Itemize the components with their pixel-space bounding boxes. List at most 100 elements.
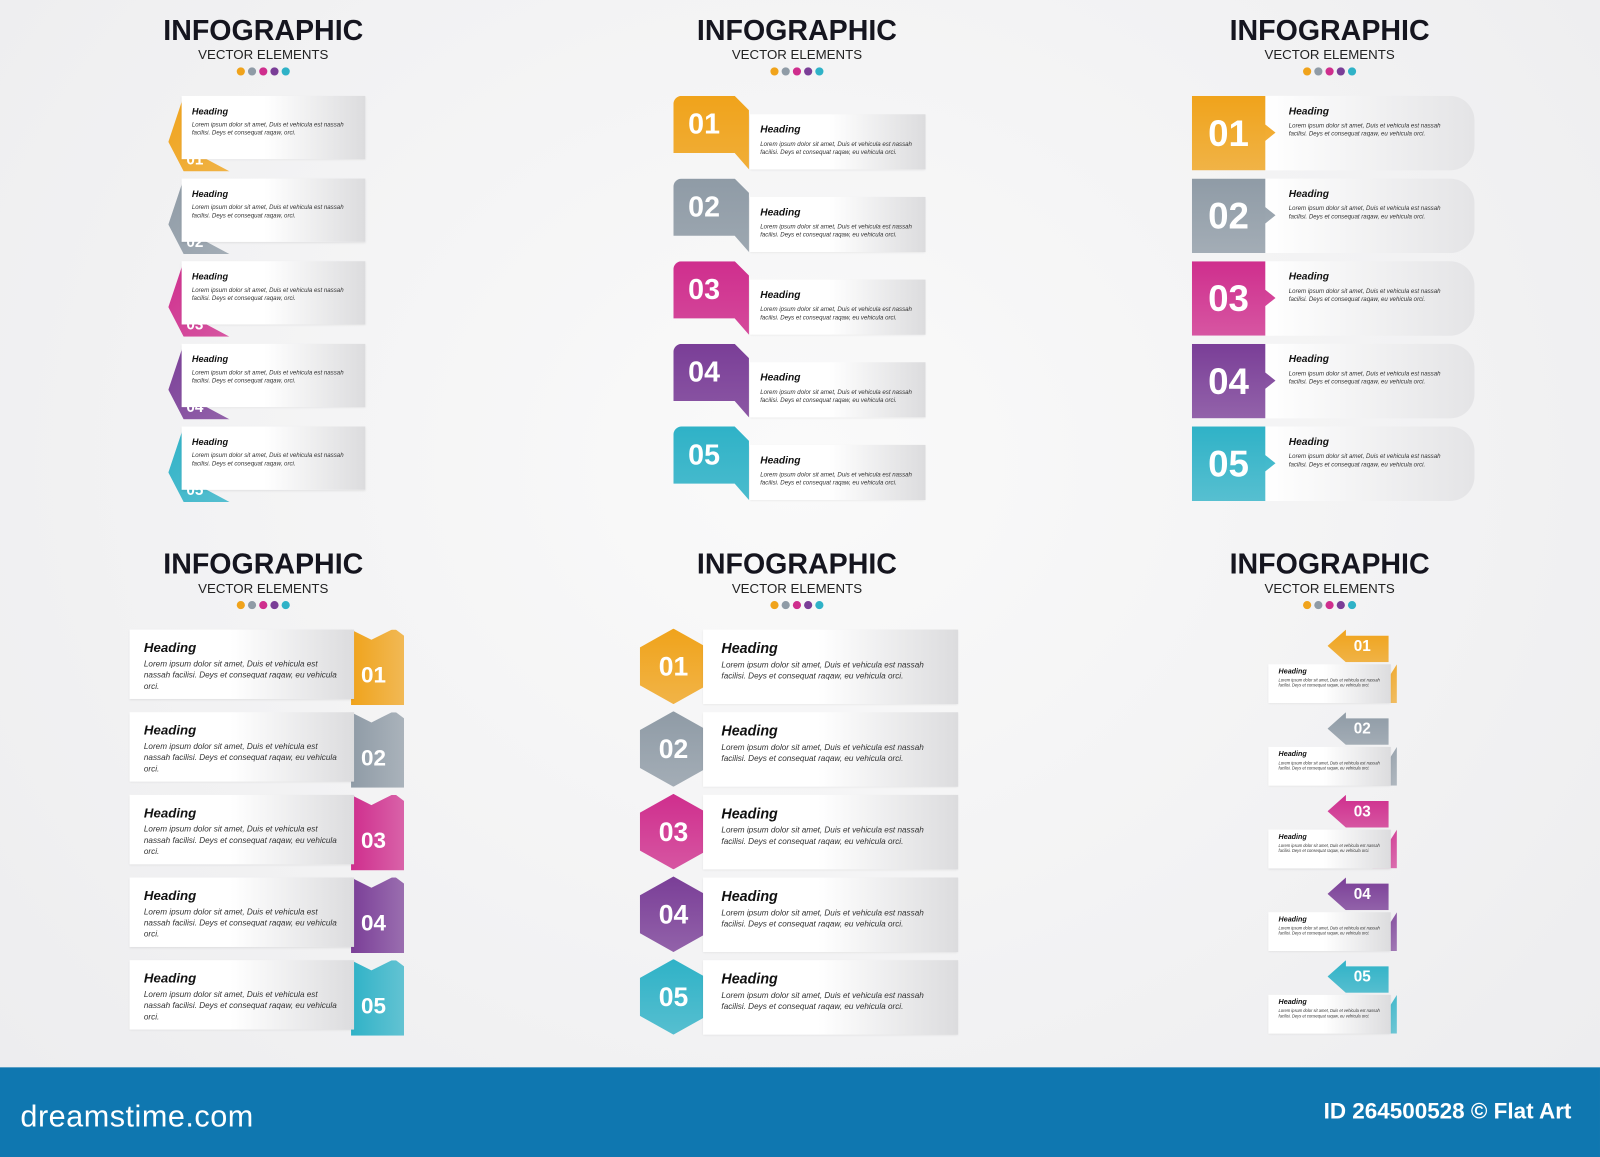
color-dot xyxy=(1303,601,1312,610)
color-dot xyxy=(815,67,824,76)
step-item: 02 Heading Lorem ipsum dolor sit amet, Dui… xyxy=(1074,178,1584,259)
color-dot xyxy=(770,601,779,610)
card-bg xyxy=(1265,95,1475,171)
panel-subtitle: VECTOR ELEMENTS xyxy=(731,46,863,63)
text-card xyxy=(1268,912,1391,952)
step-text: Lorem ipsum dolor sit amet, Duis et vehi… xyxy=(1288,123,1441,138)
step-number: 03 xyxy=(658,815,689,847)
panel-title: INFOGRAPHIC xyxy=(163,14,364,46)
step-text: Lorem ipsum dolor sit amet, Duis et vehi… xyxy=(143,741,337,774)
text-card xyxy=(181,95,366,160)
panel-subtitle: VECTOR ELEMENTS xyxy=(731,580,863,596)
color-dot xyxy=(1336,67,1345,76)
infographic-panel: INFOGRAPHIC VECTOR ELEMENTS 01 Heading Lorem… xyxy=(542,0,1052,531)
step-heading: Heading xyxy=(760,124,801,136)
step-text: Lorem ipsum dolor sit amet, Duis et vehi… xyxy=(143,989,337,1022)
text-card xyxy=(703,794,959,870)
color-dot xyxy=(281,601,290,610)
step-number: 02 xyxy=(1208,194,1249,237)
color-dots xyxy=(1074,67,1584,76)
color-dot xyxy=(1314,67,1323,76)
bookmark-shape xyxy=(351,877,405,954)
color-dot xyxy=(281,67,290,76)
panel-title: INFOGRAPHIC xyxy=(1229,14,1430,46)
number-square xyxy=(1191,261,1276,336)
panel-title: INFOGRAPHIC xyxy=(696,547,897,580)
text-card xyxy=(749,196,926,253)
step-number: 01 xyxy=(688,108,720,140)
step-number: 02 xyxy=(658,733,689,764)
step-item: 05 Heading Lorem ipsum dolor sit amet, Dui… xyxy=(1074,960,1584,1040)
step-text: Lorem ipsum dolor sit amet, Duis et vehi… xyxy=(760,472,912,487)
step-number: 03 xyxy=(1208,277,1249,319)
panel-subtitle: VECTOR ELEMENTS xyxy=(1264,46,1395,63)
number-square xyxy=(1191,178,1276,254)
step-item: 03 Heading Lorem ipsum dolor sit amet, Dui… xyxy=(542,261,1052,341)
step-text: Lorem ipsum dolor sit amet, Duis et vehi… xyxy=(721,742,924,764)
step-number: 05 xyxy=(688,438,720,471)
color-dots xyxy=(8,601,518,610)
bookmark-shape xyxy=(351,794,405,871)
number-square xyxy=(1191,343,1276,419)
panel-title: INFOGRAPHIC xyxy=(1229,547,1430,580)
step-text: Lorem ipsum dolor sit amet, Duis et vehi… xyxy=(191,370,344,385)
bookmark-shape xyxy=(351,712,405,788)
color-dot xyxy=(247,601,257,610)
step-number: 03 xyxy=(688,273,720,306)
step-number: 05 xyxy=(1353,967,1371,986)
step-text: Lorem ipsum dolor sit amet, Duis et vehi… xyxy=(721,825,924,846)
color-dot xyxy=(804,67,813,76)
step-heading: Heading xyxy=(721,805,778,822)
step-text: Lorem ipsum dolor sit amet, Duis et vehi… xyxy=(721,990,924,1012)
color-dot xyxy=(1314,601,1323,610)
step-item: 01 Heading Lorem ipsum dolor sit amet, Dui… xyxy=(8,95,518,176)
step-item: 01 Heading Lorem ipsum dolor sit amet, Dui… xyxy=(1074,95,1584,176)
step-heading: Heading xyxy=(143,722,197,738)
panel-title: INFOGRAPHIC xyxy=(163,547,364,580)
step-item: 02 Heading Lorem ipsum dolor sit amet, Dui… xyxy=(542,178,1052,259)
text-card xyxy=(181,343,366,408)
text-card xyxy=(703,960,959,1035)
step-number: 01 xyxy=(1353,637,1371,655)
text-card xyxy=(129,960,355,1030)
color-dot xyxy=(1303,67,1312,76)
text-card xyxy=(749,444,926,500)
text-card xyxy=(749,114,926,170)
dreamstime-logo: dreamstime.com xyxy=(20,1099,254,1134)
text-card xyxy=(181,178,366,242)
bookmark-shape xyxy=(351,960,405,1036)
color-dots xyxy=(1074,601,1584,610)
step-text: Lorem ipsum dolor sit amet, Duis et vehi… xyxy=(191,205,344,220)
step-number: 01 xyxy=(1208,111,1249,154)
panel-subtitle: VECTOR ELEMENTS xyxy=(1264,580,1395,596)
text-card xyxy=(749,279,926,335)
infographic-panel: INFOGRAPHIC VECTOR ELEMENTS 01 Heading Lorem… xyxy=(8,534,518,1065)
step-item: 03 Heading Lorem ipsum dolor sit amet, Dui… xyxy=(1074,794,1584,875)
card-bg xyxy=(1265,261,1475,336)
step-number: 01 xyxy=(360,662,386,688)
step-heading: Heading xyxy=(143,970,197,986)
step-number: 05 xyxy=(360,992,386,1019)
step-item: 05 Heading Lorem ipsum dolor sit amet, Dui… xyxy=(542,959,1052,1040)
step-item: 03 Heading Lorem ipsum dolor sit amet, Dui… xyxy=(1074,261,1584,341)
step-item: 01 Heading Lorem ipsum dolor sit amet, Dui… xyxy=(1074,629,1584,710)
step-heading: Heading xyxy=(1278,998,1307,1007)
step-text: Lorem ipsum dolor sit amet, Duis et vehi… xyxy=(1288,288,1441,304)
step-text: Lorem ipsum dolor sit amet, Duis et vehi… xyxy=(721,660,924,681)
number-square xyxy=(1191,95,1276,171)
step-item: 04 Heading Lorem ipsum dolor sit amet, Dui… xyxy=(8,343,518,424)
text-card xyxy=(703,629,959,705)
step-item: 04 Heading Lorem ipsum dolor sit amet, Dui… xyxy=(542,876,1052,958)
step-text: Lorem ipsum dolor sit amet, Duis et vehi… xyxy=(721,908,924,929)
step-number: 04 xyxy=(658,898,689,930)
step-heading: Heading xyxy=(1288,436,1330,448)
color-dot xyxy=(1325,601,1334,610)
step-heading: Heading xyxy=(1288,354,1330,366)
text-card xyxy=(129,794,355,865)
text-card xyxy=(1268,994,1391,1034)
step-heading: Heading xyxy=(721,722,778,739)
color-dot xyxy=(815,601,824,610)
step-item: 02 Heading Lorem ipsum dolor sit amet, Dui… xyxy=(542,711,1052,792)
image-credit: ID 264500528 © Flat Art xyxy=(1323,1097,1572,1124)
